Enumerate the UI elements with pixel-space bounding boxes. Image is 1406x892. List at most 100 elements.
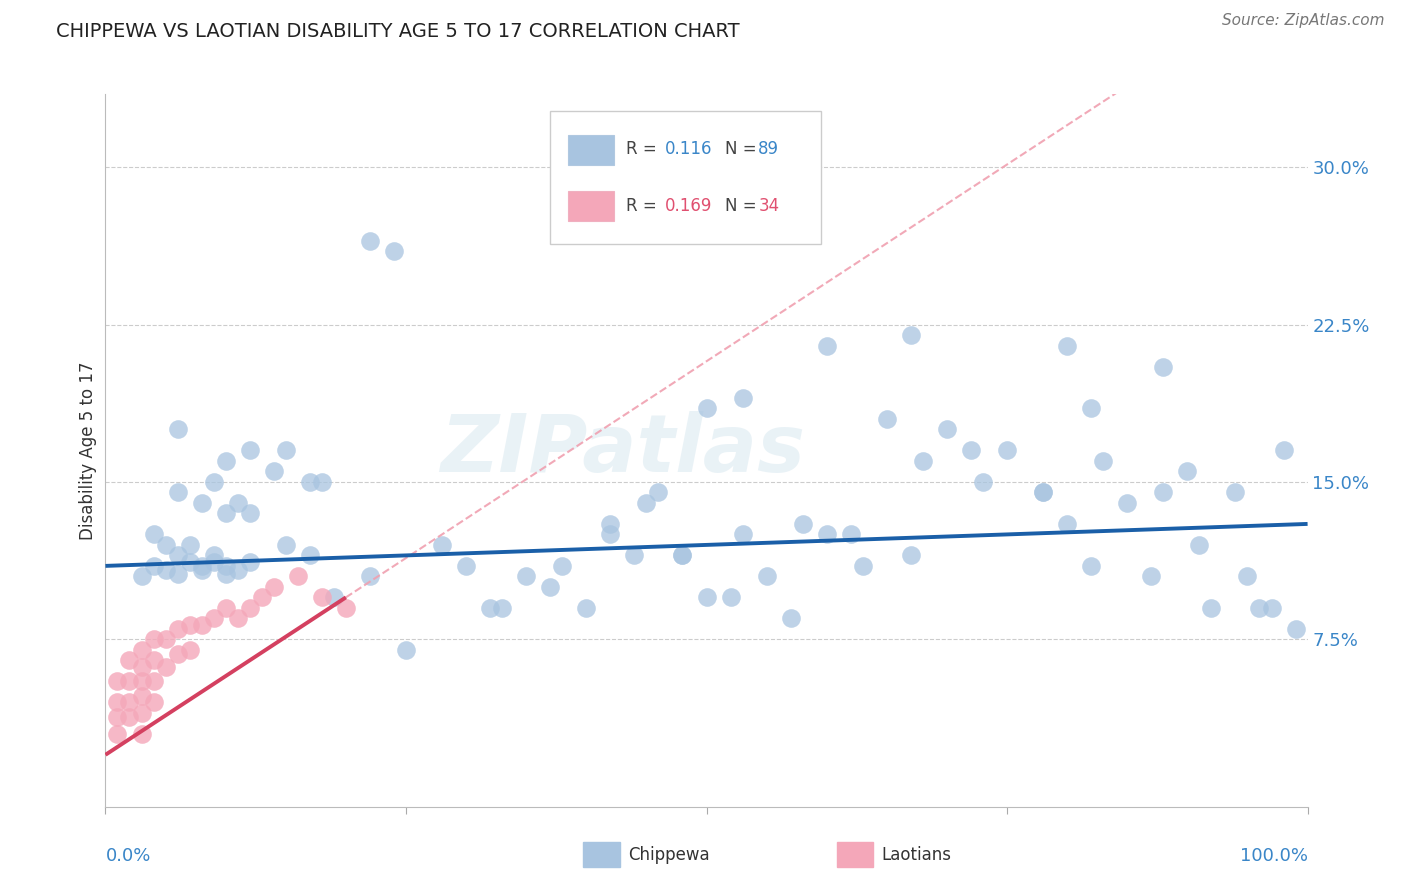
Point [995, 443, 1018, 458]
Point [239, 443, 262, 458]
Text: 100.0%: 100.0% [1240, 847, 1308, 864]
Point [636, 496, 658, 510]
Point [1032, 485, 1054, 500]
Point [287, 569, 309, 583]
Point [155, 538, 177, 552]
Point [142, 674, 165, 689]
Text: 89: 89 [758, 140, 779, 158]
Point [190, 617, 212, 632]
Text: 0.0%: 0.0% [105, 847, 150, 864]
Point [142, 632, 165, 647]
Point [131, 643, 153, 657]
Text: R =: R = [626, 140, 662, 158]
Point [118, 674, 141, 689]
Point [202, 475, 225, 489]
Point [671, 549, 693, 563]
Point [155, 632, 177, 647]
Point [131, 689, 153, 703]
Point [515, 569, 537, 583]
Point [1152, 359, 1174, 374]
Point [551, 558, 574, 573]
Point [479, 600, 502, 615]
Point [166, 567, 188, 582]
Point [1284, 622, 1306, 636]
Point [179, 555, 201, 569]
Point [1056, 338, 1078, 352]
Point [107, 710, 129, 724]
Point [779, 611, 801, 625]
Point [179, 617, 201, 632]
Text: Chippewa: Chippewa [628, 846, 710, 863]
Bar [568, 135, 614, 165]
Point [142, 527, 165, 541]
Point [359, 234, 381, 248]
Point [131, 674, 153, 689]
Point [623, 549, 645, 563]
Point [876, 412, 898, 426]
Point [852, 558, 875, 573]
Point [118, 653, 141, 667]
Point [274, 443, 297, 458]
Y-axis label: Disability Age 5 to 17: Disability Age 5 to 17 [79, 361, 97, 540]
Point [239, 600, 262, 615]
Text: CHIPPEWA VS LAOTIAN DISABILITY AGE 5 TO 17 CORRELATION CHART: CHIPPEWA VS LAOTIAN DISABILITY AGE 5 TO … [56, 22, 740, 41]
Point [731, 391, 754, 405]
Point [142, 558, 165, 573]
Text: Source: ZipAtlas.com: Source: ZipAtlas.com [1222, 13, 1385, 29]
Point [335, 600, 357, 615]
Point [599, 516, 621, 531]
Point [1056, 516, 1078, 531]
Point [647, 485, 669, 500]
Text: 0.116: 0.116 [665, 140, 711, 158]
Text: N =: N = [724, 197, 762, 215]
Point [1175, 465, 1198, 479]
Point [155, 563, 177, 577]
Point [1152, 485, 1174, 500]
Bar [568, 192, 614, 221]
Point [190, 496, 212, 510]
Point [311, 591, 333, 605]
Point [1080, 558, 1102, 573]
Point [155, 659, 177, 673]
Point [815, 338, 838, 352]
Point [131, 569, 153, 583]
Point [1080, 401, 1102, 416]
Point [142, 695, 165, 709]
Point [226, 611, 249, 625]
FancyBboxPatch shape [550, 112, 821, 244]
Point [202, 611, 225, 625]
Point [179, 538, 201, 552]
Point [1032, 485, 1054, 500]
Point [142, 653, 165, 667]
Point [118, 710, 141, 724]
Point [107, 695, 129, 709]
Text: N =: N = [724, 140, 762, 158]
Point [239, 507, 262, 521]
Point [671, 549, 693, 563]
Point [214, 507, 236, 521]
Point [430, 538, 453, 552]
Point [911, 454, 934, 468]
Point [239, 555, 262, 569]
Point [263, 465, 285, 479]
Point [107, 674, 129, 689]
Point [202, 549, 225, 563]
Point [960, 443, 983, 458]
Point [538, 580, 561, 594]
Point [179, 643, 201, 657]
Point [107, 727, 129, 741]
Point [131, 706, 153, 720]
Point [1272, 443, 1295, 458]
Point [696, 401, 718, 416]
Point [166, 485, 188, 500]
Point [131, 727, 153, 741]
Point [359, 569, 381, 583]
Point [1201, 600, 1223, 615]
Point [1140, 569, 1163, 583]
Point [214, 600, 236, 615]
Point [226, 563, 249, 577]
Point [972, 475, 994, 489]
Point [382, 244, 405, 258]
Point [202, 555, 225, 569]
Point [815, 527, 838, 541]
